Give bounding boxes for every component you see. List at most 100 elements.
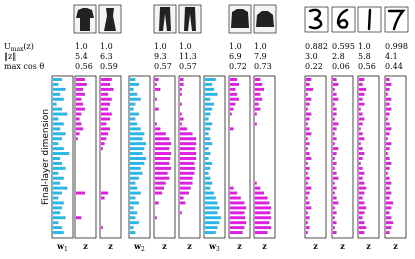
bar xyxy=(180,211,182,215)
bar xyxy=(386,132,390,136)
bar xyxy=(53,147,64,151)
bar xyxy=(359,191,365,195)
bar xyxy=(386,226,392,230)
bar xyxy=(230,221,247,225)
bar xyxy=(205,127,211,131)
bar xyxy=(255,102,259,106)
bar xyxy=(333,191,335,195)
bar xyxy=(333,186,337,190)
panel-frame xyxy=(253,75,276,239)
bar xyxy=(333,196,337,200)
bar xyxy=(359,92,365,96)
bar xyxy=(359,78,365,81)
panel-label: w1 xyxy=(56,241,68,253)
bar xyxy=(333,201,339,205)
bar xyxy=(205,231,216,235)
stat-value: 1.0 xyxy=(229,42,242,51)
bar xyxy=(101,97,112,101)
bar xyxy=(306,137,308,141)
panel-label-main: z xyxy=(187,241,192,251)
bar xyxy=(205,181,213,185)
bar xyxy=(230,127,234,131)
panel-label: z xyxy=(237,241,242,251)
bar xyxy=(306,102,310,106)
bar xyxy=(230,196,241,200)
bar xyxy=(306,176,310,180)
bar xyxy=(255,78,261,81)
bar xyxy=(255,87,264,91)
bar xyxy=(255,82,263,86)
bar xyxy=(76,132,80,136)
bar xyxy=(205,211,218,215)
bar xyxy=(53,122,64,126)
bar xyxy=(359,196,363,200)
bar xyxy=(180,196,184,200)
bar xyxy=(386,171,388,175)
panel-label: z xyxy=(340,241,345,251)
bar xyxy=(306,152,310,156)
bar xyxy=(306,117,310,121)
bar xyxy=(255,216,272,220)
bar xyxy=(306,206,312,210)
panel-label-main: z xyxy=(313,241,318,251)
stat-value: 0.998 xyxy=(385,42,408,51)
bar xyxy=(386,102,390,106)
bar xyxy=(53,102,57,106)
panel-frame xyxy=(228,75,251,239)
bar xyxy=(101,142,105,146)
bar xyxy=(180,186,191,190)
stat-value: 0.73 xyxy=(254,62,272,71)
bar xyxy=(333,112,337,116)
bar xyxy=(333,152,337,156)
bar xyxy=(230,226,245,230)
stat-value: 0.59 xyxy=(100,62,118,71)
bar xyxy=(306,78,312,81)
bar xyxy=(130,92,138,96)
bar xyxy=(386,87,390,91)
bar xyxy=(359,181,365,185)
bar xyxy=(359,117,365,121)
bar xyxy=(101,196,105,200)
bar xyxy=(386,112,390,116)
bar xyxy=(53,231,64,235)
panel-label-sub: 3 xyxy=(216,246,220,253)
bar xyxy=(130,112,139,116)
bar xyxy=(306,82,310,86)
bar xyxy=(205,171,209,175)
bar xyxy=(53,78,62,81)
bar xyxy=(359,147,363,151)
bar xyxy=(359,102,365,106)
bar xyxy=(306,97,312,101)
stat-value: 6.9 xyxy=(229,52,242,61)
panel-label-main: z xyxy=(83,241,88,251)
bar xyxy=(205,117,209,121)
bar xyxy=(359,166,363,170)
bar xyxy=(130,226,134,230)
bar xyxy=(306,132,312,136)
bar xyxy=(155,107,159,111)
panel-label: z xyxy=(83,241,88,251)
bar xyxy=(333,92,337,96)
bar xyxy=(53,132,66,136)
bar xyxy=(130,87,134,91)
bar xyxy=(306,201,310,205)
stat-value: 0.72 xyxy=(229,62,247,71)
panel-label-main: z xyxy=(237,241,242,251)
bar xyxy=(101,191,109,195)
bar xyxy=(205,92,218,96)
bar xyxy=(359,226,367,230)
bar xyxy=(205,166,211,170)
panel-label-main: w xyxy=(56,241,65,251)
bar xyxy=(180,112,182,116)
bar xyxy=(101,147,103,151)
bar xyxy=(101,107,109,111)
bar xyxy=(155,97,157,101)
bar xyxy=(180,147,196,151)
bar xyxy=(180,117,184,121)
bar xyxy=(306,147,308,151)
panel-label-main: z xyxy=(340,241,345,251)
panel-frame xyxy=(384,75,407,239)
bar xyxy=(306,112,312,116)
bar xyxy=(386,206,392,210)
